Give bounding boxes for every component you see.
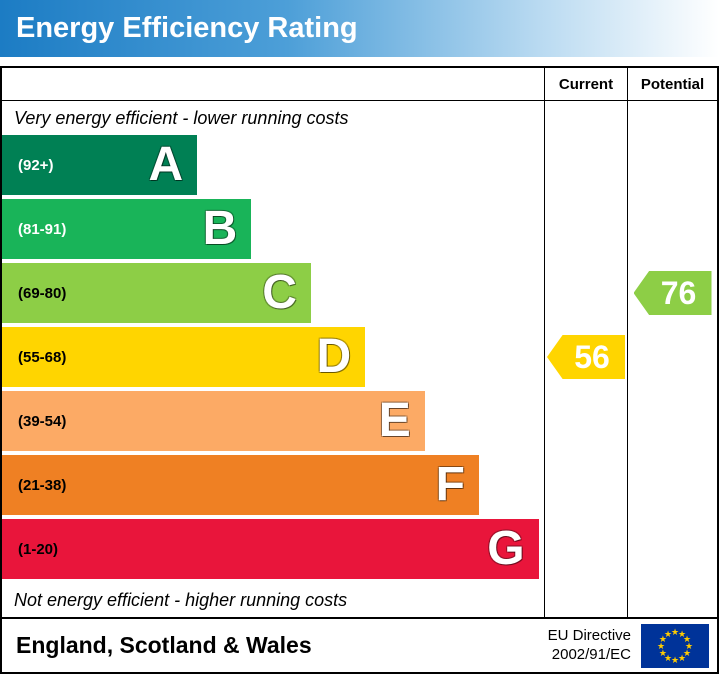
band-d-range: (55-68) (18, 348, 67, 366)
region-label: England, Scotland & Wales (16, 632, 312, 658)
potential-column-header: Potential (628, 68, 717, 101)
svg-text:★: ★ (678, 629, 686, 639)
band-c-range: (69-80) (18, 284, 67, 302)
current-rating-value: 56 (574, 338, 610, 375)
svg-text:★: ★ (683, 649, 691, 659)
band-b-letter: B (202, 202, 238, 255)
title-banner: Energy Efficiency Rating (0, 0, 719, 57)
band-c: (69-80) C (2, 263, 311, 323)
svg-text:★: ★ (671, 628, 679, 638)
bottom-note: Not energy efficient - higher running co… (14, 589, 348, 610)
band-e-range: (39-54) (18, 412, 67, 430)
potential-rating-value: 76 (660, 274, 697, 311)
band-a-range: (92+) (18, 156, 54, 174)
eu-directive-line1: EU Directive (547, 626, 631, 644)
rating-table: Current Potential Very energy efficient … (2, 68, 717, 617)
footer-right: EU Directive 2002/91/EC ★ ★ ★ ★ ★ ★ ★ ★ … (548, 623, 709, 668)
current-column-header: Current (545, 68, 628, 101)
band-d: (55-68) D (2, 327, 366, 387)
page-title: Energy Efficiency Rating (16, 12, 358, 44)
current-column: 56 (545, 101, 628, 617)
svg-text:★: ★ (671, 656, 679, 666)
eu-directive-line2: 2002/91/EC (551, 645, 631, 663)
band-f-range: (21-38) (18, 476, 67, 494)
band-f-letter: F (435, 458, 465, 511)
svg-text:★: ★ (678, 654, 686, 664)
band-a-letter: A (148, 138, 184, 191)
band-a: (92+) A (2, 135, 198, 195)
svg-text:★: ★ (683, 635, 691, 645)
band-f: (21-38) F (2, 455, 479, 515)
band-b-range: (81-91) (18, 220, 67, 238)
band-column: Very energy efficient - lower running co… (2, 101, 545, 617)
svg-text:★: ★ (657, 642, 665, 652)
footer: England, Scotland & Wales EU Directive 2… (2, 617, 717, 672)
band-g-letter: G (487, 522, 525, 575)
svg-text:★: ★ (664, 629, 672, 639)
band-e-letter: E (378, 394, 411, 447)
band-column-header (2, 68, 545, 101)
band-e: (39-54) E (2, 391, 425, 451)
svg-text:★: ★ (664, 654, 672, 664)
band-d-letter: D (316, 330, 352, 383)
eu-flag-icon: ★ ★ ★ ★ ★ ★ ★ ★ ★ ★ ★ ★ (641, 623, 709, 668)
potential-column: 76 (628, 101, 717, 617)
band-b: (81-91) B (2, 199, 252, 259)
svg-text:★: ★ (685, 642, 693, 652)
epc-chart: Current Potential Very energy efficient … (0, 66, 719, 674)
potential-rating-arrow: 76 (633, 271, 712, 315)
band-g: (1-20) G (2, 519, 539, 579)
svg-text:★: ★ (659, 635, 667, 645)
band-g-range: (1-20) (18, 540, 59, 558)
current-rating-arrow: 56 (547, 335, 625, 379)
top-note: Very energy efficient - lower running co… (14, 107, 349, 128)
svg-text:★: ★ (659, 649, 667, 659)
band-c-letter: C (262, 266, 297, 319)
eu-directive-label: EU Directive 2002/91/EC (548, 627, 631, 665)
